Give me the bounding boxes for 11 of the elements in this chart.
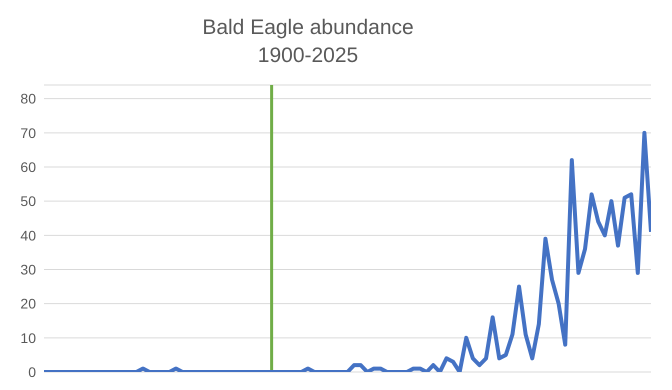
y-tick-label: 40 xyxy=(20,227,36,244)
y-tick-label: 20 xyxy=(20,296,36,312)
chart-title: Bald Eagle abundance 1900-2025 xyxy=(201,15,415,69)
y-tick-label: 80 xyxy=(20,90,36,107)
y-tick-label: 60 xyxy=(20,158,36,175)
y-tick-label: 70 xyxy=(20,124,36,141)
y-tick-label: 0 xyxy=(28,364,36,380)
y-tick-label: 10 xyxy=(20,330,36,346)
line-series xyxy=(44,130,651,372)
y-tick-label: 50 xyxy=(20,193,36,210)
y-tick-label: 30 xyxy=(20,261,36,278)
